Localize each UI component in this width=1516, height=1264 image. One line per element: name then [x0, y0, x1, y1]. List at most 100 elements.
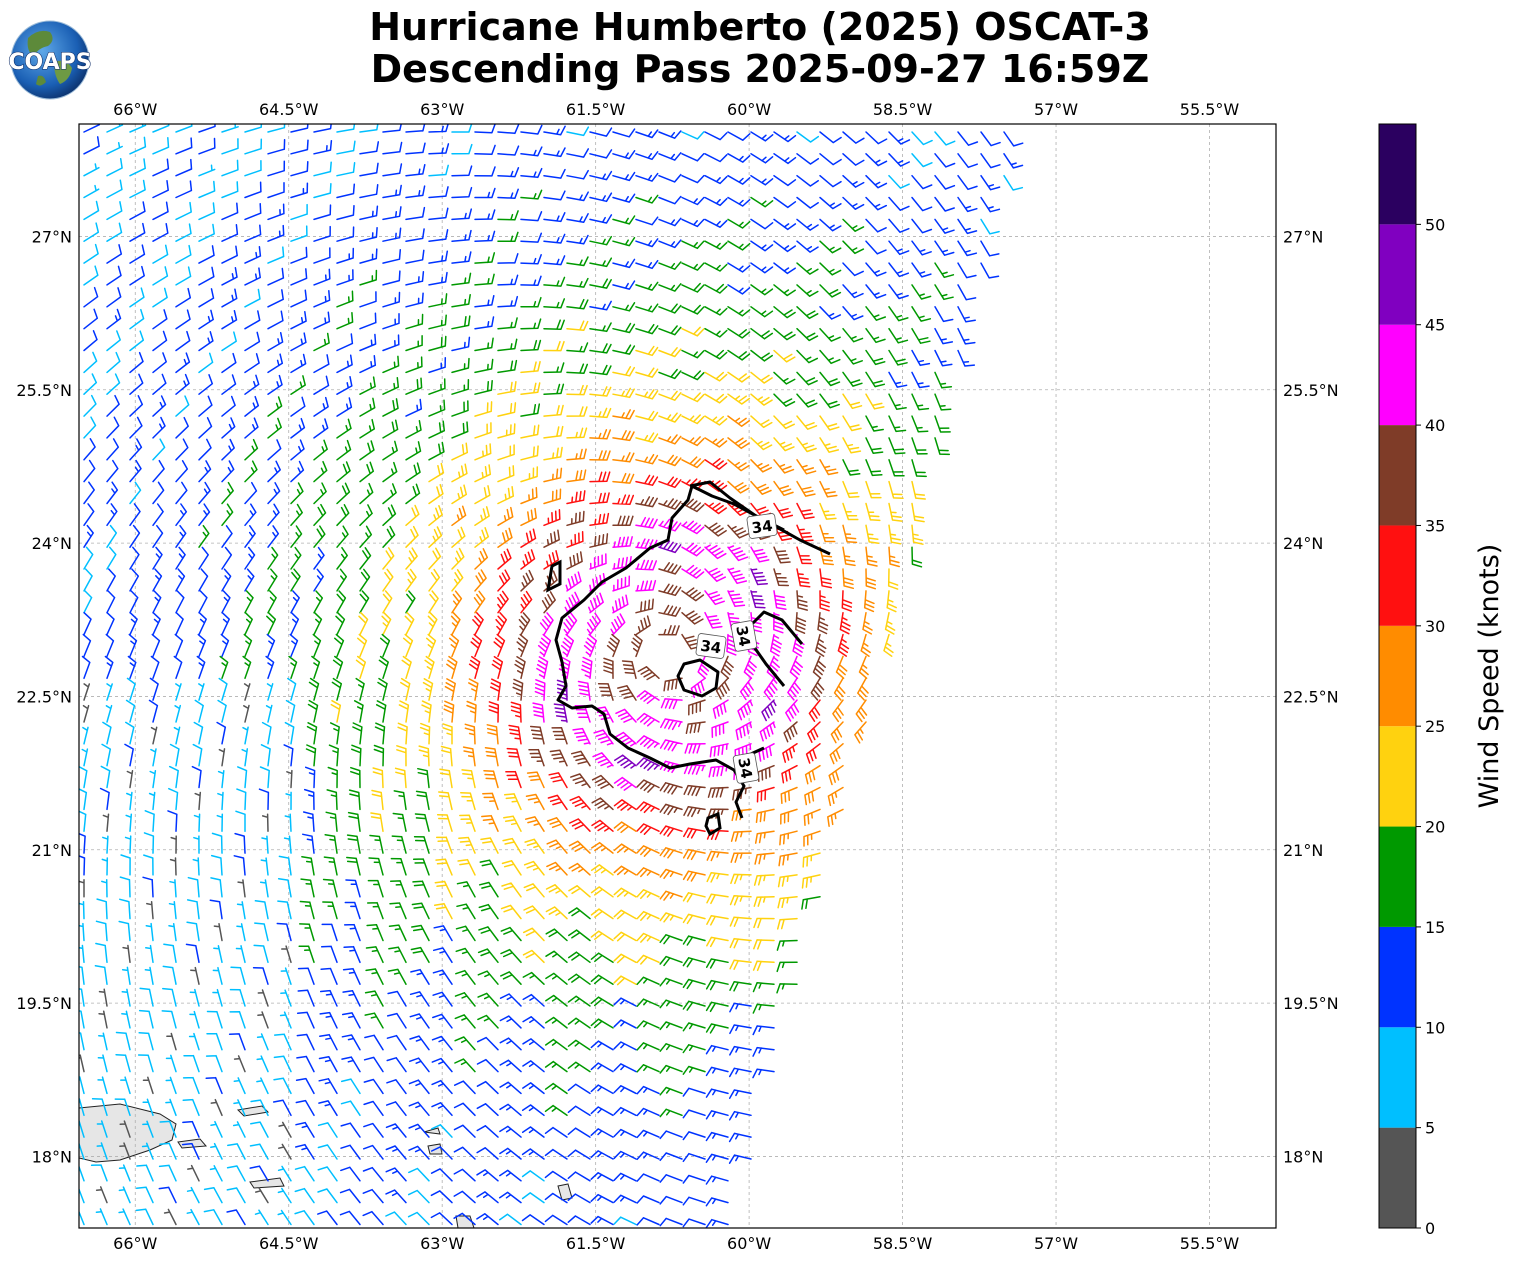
wind-barb — [819, 371, 841, 387]
wind-barb — [267, 267, 285, 286]
wind-barb — [313, 354, 330, 374]
wind-barb — [591, 819, 614, 832]
lon-tick-label-top: 60°W — [727, 100, 771, 119]
wind-barb — [409, 1013, 430, 1029]
wind-barb — [428, 441, 445, 461]
wind-barb — [658, 195, 682, 205]
wind-barb — [83, 124, 101, 133]
wind-barb — [379, 633, 391, 658]
wind-barb — [189, 1010, 200, 1029]
wind-barb — [474, 230, 496, 242]
wind-barb — [500, 926, 522, 942]
wind-barb — [750, 546, 770, 563]
wind-barb — [220, 633, 230, 658]
wind-barb — [244, 460, 258, 483]
wind-barb — [336, 226, 355, 242]
wind-barb — [96, 898, 108, 920]
wind-barb — [277, 877, 292, 898]
wind-barb — [284, 721, 295, 745]
wind-barb — [175, 330, 191, 352]
wind-barb — [82, 704, 90, 723]
wind-barb — [106, 308, 122, 330]
wind-barb — [568, 885, 591, 898]
wind-barb — [95, 1208, 108, 1226]
wind-barb — [802, 852, 821, 868]
wind-barb — [95, 942, 108, 964]
wind-barb — [522, 1060, 545, 1073]
contour-34kt-blob-south — [704, 811, 722, 837]
earth-globe-icon — [10, 20, 90, 100]
wind-barb — [434, 880, 453, 898]
wind-barb — [150, 748, 157, 767]
wind-barb — [126, 677, 136, 701]
wind-barb — [428, 186, 449, 199]
wind-barb — [497, 231, 519, 243]
lon-tick-label-bottom: 63°W — [420, 1234, 464, 1253]
wind-barb — [796, 131, 820, 143]
wind-barb — [234, 832, 246, 854]
wind-barb — [544, 1192, 568, 1204]
wind-barb — [267, 482, 281, 505]
wind-barb — [545, 950, 568, 964]
wind-barb — [659, 1108, 683, 1118]
wind-barb — [119, 1120, 131, 1138]
wind-barb — [796, 153, 820, 165]
wind-barb — [382, 461, 398, 483]
wind-barb — [865, 349, 886, 366]
wind-barb — [192, 743, 203, 767]
wind-barb — [313, 311, 331, 330]
wind-barb — [336, 439, 352, 461]
wind-barb — [707, 808, 729, 819]
wind-barb — [296, 1011, 315, 1029]
wind-barb — [612, 515, 634, 527]
wind-barb — [796, 480, 816, 497]
wind-barb — [659, 1152, 683, 1162]
wind-barb — [326, 789, 338, 811]
wind-barb — [244, 310, 261, 330]
wind-barb — [294, 1187, 315, 1204]
wind-barb — [359, 291, 377, 308]
wind-barb — [777, 874, 798, 888]
wind-barb — [520, 189, 543, 200]
wind-barb — [104, 655, 114, 680]
wind-barb — [100, 765, 111, 789]
wind-barb — [405, 504, 420, 527]
wind-barb — [152, 568, 163, 592]
wind-barb — [330, 699, 342, 723]
wind-barb — [635, 259, 659, 270]
wind-barb — [257, 1011, 269, 1029]
wind-barb — [259, 879, 269, 898]
wind-barb — [613, 1019, 637, 1029]
wind-barb — [145, 922, 154, 942]
wind-barb — [546, 861, 568, 876]
wind-barb — [273, 1077, 292, 1095]
wind-barb — [934, 327, 954, 345]
wind-barb — [865, 546, 878, 567]
wind-barb — [727, 524, 749, 539]
colorbar-tick-label: 35 — [1425, 516, 1445, 535]
wind-barb — [198, 164, 216, 177]
wind-barb — [612, 258, 636, 269]
wind-barb — [382, 270, 401, 286]
wind-barb — [242, 655, 252, 680]
wind-barb — [497, 253, 519, 264]
contour-label-34: 34 — [746, 513, 778, 539]
wind-barb — [705, 1088, 729, 1098]
wind-barb — [359, 184, 379, 199]
wind-barb — [590, 864, 614, 876]
wind-barb — [129, 416, 143, 439]
wind-barb — [543, 383, 565, 395]
wind-barb — [83, 330, 98, 352]
colorbar-segment — [1379, 926, 1416, 1028]
wind-barb — [175, 223, 192, 242]
wind-barb — [682, 935, 706, 946]
wind-barb — [812, 655, 826, 679]
wind-barb — [681, 498, 705, 513]
wind-barb — [568, 907, 591, 920]
wind-barb — [543, 147, 566, 158]
wind-barb — [198, 568, 209, 592]
wind-barb — [911, 524, 924, 545]
wind-barb — [428, 335, 447, 352]
wind-barb — [466, 700, 477, 723]
